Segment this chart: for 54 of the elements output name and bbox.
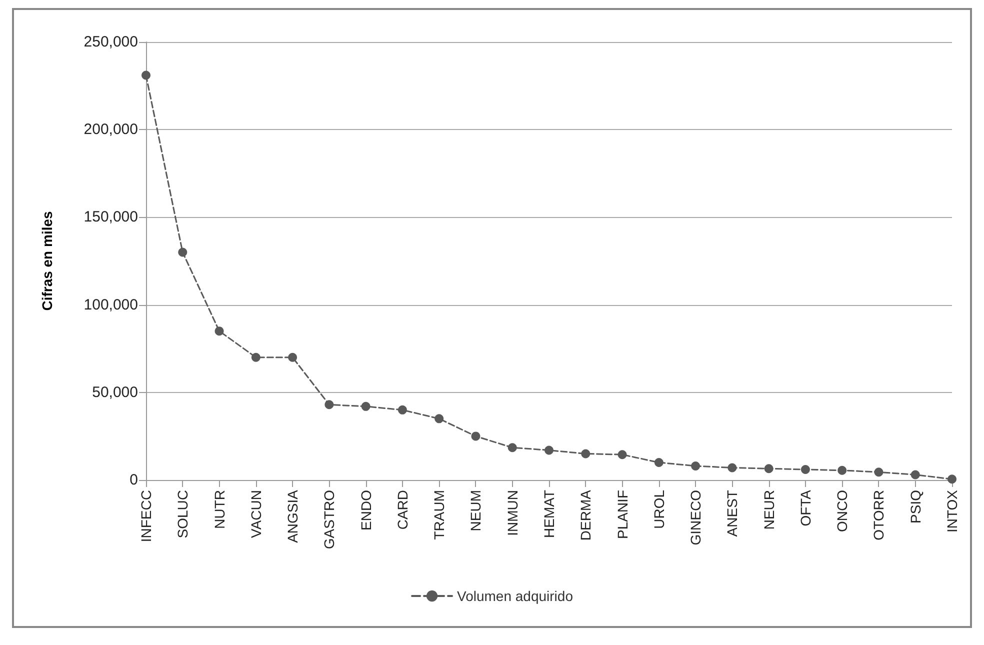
y-tick-label: 100,000 [84,296,138,314]
point [874,468,884,477]
point [691,461,700,470]
x-tick-label: PSIQ [907,490,924,524]
point [142,70,150,80]
point [434,414,444,424]
x-tick-label: ANGSIA [284,489,301,543]
text: 0 [130,472,138,488]
y-axis-title: Cifras en miles [39,210,55,311]
x-tick-label: INMUN [504,490,520,536]
x-tick-label: INTOX [944,489,960,533]
point [764,464,774,474]
point [251,352,260,362]
point [581,449,590,458]
point [838,466,847,475]
x-tick-label: VACUN [248,490,264,538]
x-tick-label: NEUR [760,490,777,530]
point [618,450,627,460]
point [948,474,956,484]
x-tick-label: DERMA [578,489,594,541]
x-tick-label: UROL [650,490,667,529]
legend-label: Volumen adquirido [457,588,574,604]
x-tick-label: INFECC [138,490,154,542]
x-tick-label: OFTA [797,489,814,526]
y-tick-label: 200,000 [84,121,138,138]
x-tick-label: NUTR [211,490,228,529]
x-tick-label: HEMAT [541,490,557,538]
x-tick-label: ONCO [834,490,850,532]
point [728,463,737,472]
x-tick-label: GASTRO [321,490,338,550]
point [654,458,664,467]
x-tick-label: CARD [394,490,410,530]
point [910,470,920,480]
point [508,443,517,452]
y-tick-label: 50,000 [92,384,138,401]
x-tick-label: GINECO [688,490,704,546]
x-tick-label: NEUM [468,490,484,532]
point [544,446,554,455]
x-tick-label: ENDO [358,490,374,530]
point [214,326,224,336]
y-tick-label: 150,000 [84,208,138,226]
y-tick-label: 250,000 [84,34,138,50]
x-tick-label: ANEST [724,490,740,537]
point [178,248,188,257]
x-tick-label: OTORR [870,490,887,540]
x-tick-label: PLANIF [614,490,630,540]
point [800,464,810,474]
point [324,400,334,410]
point [288,352,298,362]
point [471,432,480,441]
x-tick-label: TRAUM [431,490,448,540]
point [398,405,407,414]
point [361,402,370,411]
x-tick-label: SOLUC [174,490,191,538]
